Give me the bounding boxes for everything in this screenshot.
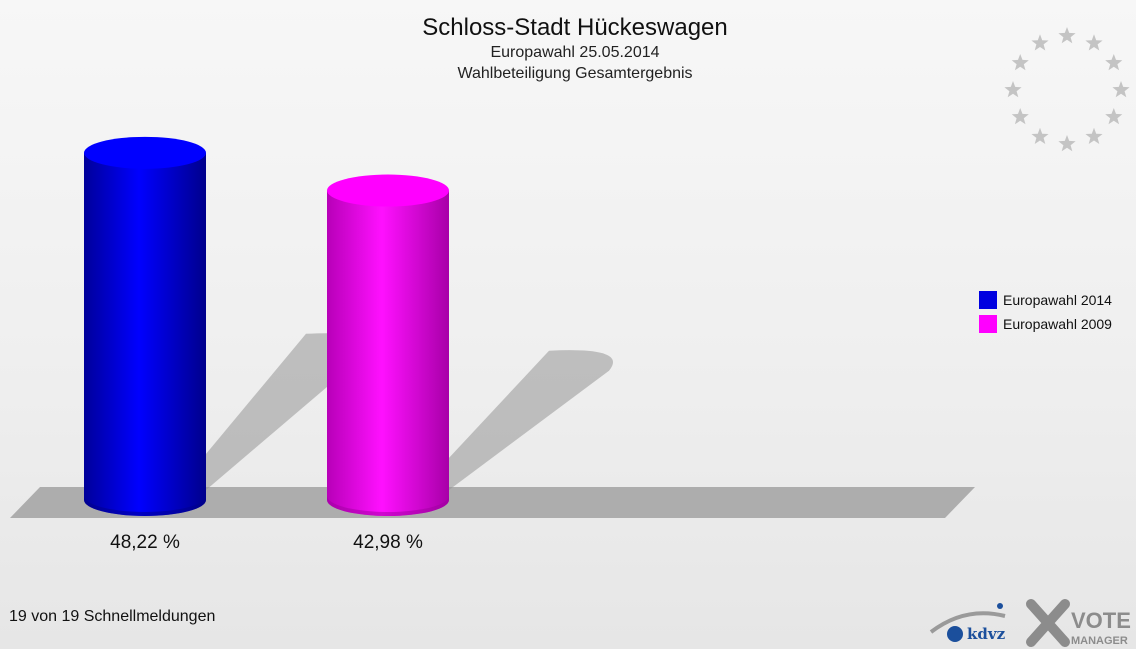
- legend-item-2014: Europawahl 2014: [979, 288, 1112, 312]
- vote-logo-text: VOTE: [1071, 608, 1131, 633]
- bar-1: [327, 190, 449, 516]
- bar-top-0: [84, 136, 206, 169]
- status-text: 19 von 19 Schnellmeldungen: [9, 608, 216, 625]
- star-icon: [1011, 108, 1029, 125]
- value-label-0: 48,22 %: [110, 532, 180, 553]
- legend: Europawahl 2014 Europawahl 2009: [979, 288, 1112, 336]
- legend-label-2014: Europawahl 2014: [1003, 292, 1112, 308]
- bar-rim-1: [327, 496, 449, 516]
- eu-stars-icon: [1004, 27, 1130, 152]
- star-icon: [1085, 34, 1103, 51]
- bar-rim-0: [84, 496, 206, 516]
- value-label-1: 42,98 %: [353, 532, 423, 553]
- manager-logo-text: MANAGER: [1071, 635, 1128, 647]
- chart-subtitle-2: Wahlbeteiligung Gesamtergebnis: [457, 65, 693, 82]
- star-icon: [1112, 81, 1130, 98]
- legend-swatch-2009: [979, 315, 997, 333]
- star-icon: [1011, 54, 1029, 71]
- bar-shadow-0: [176, 333, 370, 490]
- legend-label-2009: Europawahl 2009: [1003, 316, 1112, 332]
- star-icon: [1085, 127, 1103, 144]
- star-icon: [1058, 27, 1076, 44]
- star-icon: [1004, 81, 1022, 98]
- kdvz-logo-text: kdvz: [967, 625, 1006, 643]
- star-icon: [1105, 54, 1123, 71]
- star-icon: [1031, 34, 1049, 51]
- bar-shadow-1: [419, 350, 613, 490]
- chart-subtitle: Europawahl 25.05.2014: [490, 44, 660, 61]
- bar-top-1: [327, 174, 449, 207]
- bar-0: [84, 152, 206, 516]
- chart-floor: [10, 487, 975, 518]
- chart-title: Schloss-Stadt Hückeswagen: [422, 14, 728, 41]
- floor-plane: [10, 487, 975, 518]
- vendor-logos: kdvz VOTE MANAGER: [929, 599, 1131, 647]
- star-icon: [1105, 108, 1123, 125]
- star-icon: [1058, 135, 1076, 152]
- bar-shadows: [176, 333, 613, 490]
- legend-item-2009: Europawahl 2009: [979, 312, 1112, 336]
- vote-manager-logo: VOTE MANAGER: [1026, 599, 1131, 647]
- star-icon: [1031, 127, 1049, 144]
- bars: [84, 136, 449, 516]
- kdvz-logo: kdvz: [929, 603, 1006, 643]
- legend-swatch-2014: [979, 291, 997, 309]
- chart-titles: Schloss-Stadt Hückeswagen Europawahl 25.…: [0, 14, 1136, 84]
